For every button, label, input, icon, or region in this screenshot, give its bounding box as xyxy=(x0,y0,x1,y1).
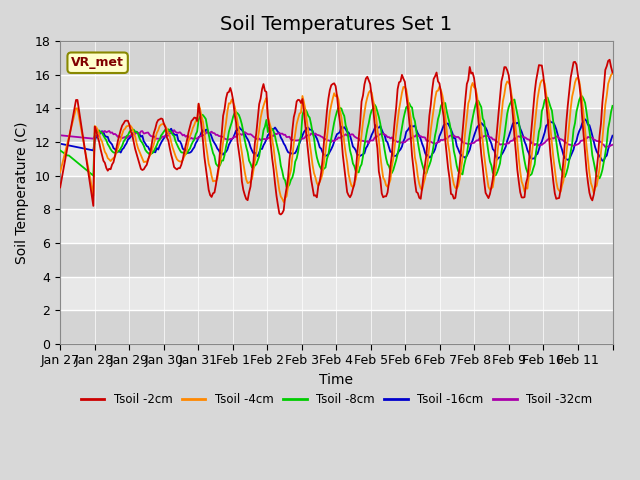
Bar xyxy=(60,108,612,142)
Text: VR_met: VR_met xyxy=(71,56,124,69)
Bar xyxy=(60,243,612,276)
X-axis label: Time: Time xyxy=(319,373,353,387)
Y-axis label: Soil Temperature (C): Soil Temperature (C) xyxy=(15,121,29,264)
Bar xyxy=(60,41,612,75)
Title: Soil Temperatures Set 1: Soil Temperatures Set 1 xyxy=(220,15,452,34)
Bar xyxy=(60,176,612,209)
Bar xyxy=(60,310,612,344)
Legend: Tsoil -2cm, Tsoil -4cm, Tsoil -8cm, Tsoil -16cm, Tsoil -32cm: Tsoil -2cm, Tsoil -4cm, Tsoil -8cm, Tsoi… xyxy=(76,388,597,410)
